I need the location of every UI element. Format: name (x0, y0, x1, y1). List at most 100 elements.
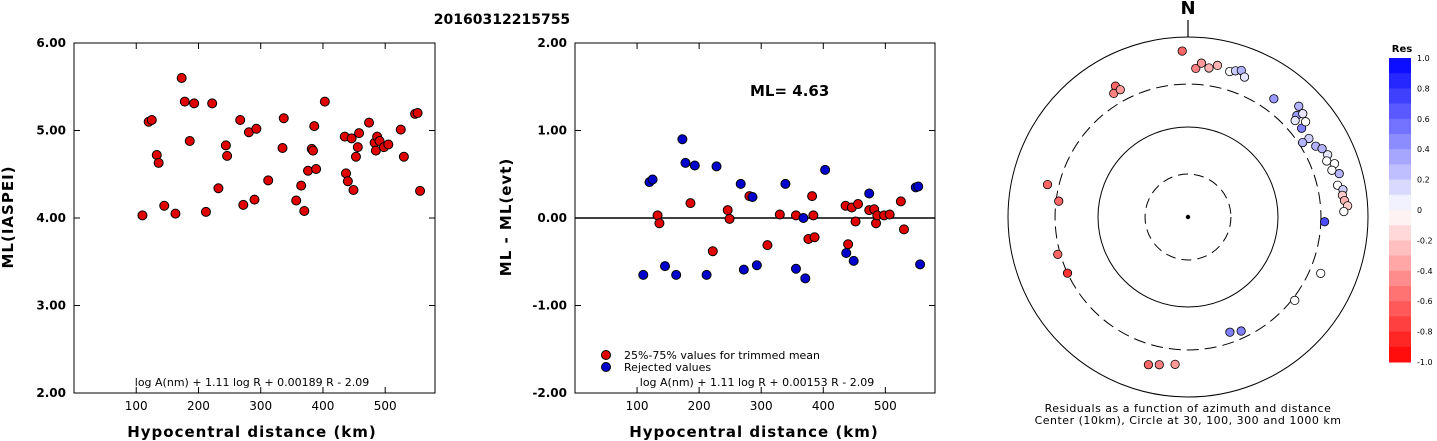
x-tick-label: 300 (750, 399, 773, 413)
x-tick-label: 200 (187, 399, 210, 413)
legend-accepted-marker (601, 350, 611, 360)
colorbar-segment (1389, 118, 1411, 135)
data-point (249, 194, 260, 205)
station-marker (1304, 133, 1314, 144)
data-point (370, 145, 381, 156)
colorbar-segment (1389, 179, 1411, 196)
colorbar-tick-label: 0 (1417, 206, 1422, 215)
station-marker (1300, 117, 1311, 127)
colorbar-segment (1389, 210, 1411, 226)
data-point (884, 209, 895, 220)
data-point (319, 96, 330, 107)
polar-caption-line-2: Center (10km), Circle at 30, 100, 300 an… (1035, 414, 1342, 427)
data-point (311, 164, 322, 174)
azimuth-residual-plot: N Residuals as a function of azimuth and… (1007, 0, 1433, 427)
station-marker (1294, 101, 1304, 111)
y-tick-label: 5.00 (36, 124, 66, 138)
ml-vs-distance-chart: log A(nm) + 1.11 log R + 0.00189 R - 2.0… (0, 36, 436, 441)
x-tick-label: 100 (626, 399, 649, 413)
data-point (412, 108, 423, 118)
ring-100km (1097, 126, 1279, 308)
colorbar-tick-label: 0.2 (1417, 176, 1430, 185)
data-point (251, 123, 262, 134)
station-marker (1196, 58, 1207, 68)
colorbar-segment (1389, 301, 1411, 317)
station-marker (1290, 295, 1300, 305)
data-point (807, 191, 818, 202)
station-marker (1054, 196, 1064, 206)
north-label: N (1180, 0, 1195, 19)
data-point (864, 188, 875, 199)
ring-1000km (1007, 36, 1369, 398)
data-point (685, 198, 696, 209)
data-point (915, 259, 926, 270)
colorbar-segment (1389, 103, 1411, 120)
colorbar-segment (1389, 164, 1411, 181)
station-marker (1290, 115, 1300, 126)
colorbar-title: Res (1392, 44, 1412, 55)
x-tick-label: 500 (874, 399, 897, 413)
station-marker (1239, 72, 1250, 82)
colorbar-tick-label: -0.4 (1417, 267, 1433, 276)
magnitude-formula: log A(nm) + 1.11 log R + 0.00189 R - 2.0… (135, 376, 369, 389)
residual-vs-distance-chart: ML= 4.63 25%-75% values for trimmed mean… (497, 36, 936, 441)
station-marker (1298, 137, 1308, 148)
colorbar-segment (1389, 240, 1411, 257)
station-marker (1115, 85, 1125, 95)
data-point (735, 178, 746, 189)
legend-rejected-label: Rejected values (624, 361, 711, 374)
data-point (751, 260, 762, 271)
data-point (671, 269, 682, 280)
station-marker (1322, 156, 1332, 166)
colorbar-segment (1389, 58, 1411, 74)
data-point (780, 178, 791, 189)
colorbar-segment (1389, 134, 1411, 150)
x-tick-label: 500 (374, 399, 397, 413)
data-point (722, 205, 733, 216)
data-point (308, 145, 319, 156)
y-tick-label: 1.00 (537, 124, 567, 138)
station-marker (1327, 165, 1337, 175)
x-axis-label: Hypocentral distance (km) (629, 423, 879, 441)
data-point (689, 160, 700, 171)
data-point (346, 133, 357, 144)
station-marker (1334, 169, 1344, 179)
data-point (364, 117, 375, 128)
data-point (159, 200, 170, 211)
colorbar-tick-label: -1.0 (1417, 358, 1433, 367)
data-point (342, 176, 353, 187)
data-point (222, 150, 233, 161)
station-marker (1143, 360, 1154, 370)
station-marker (1236, 326, 1246, 336)
y-tick-label: 3.00 (36, 299, 66, 313)
data-point (820, 164, 831, 175)
data-point (898, 224, 909, 235)
station-marker (1339, 206, 1349, 217)
data-point (660, 261, 670, 272)
station-marker (1191, 63, 1201, 74)
data-point (711, 161, 722, 172)
colorbar-segment (1389, 346, 1411, 363)
data-point (707, 246, 718, 257)
station-marker (1269, 94, 1279, 104)
colorbar-segment (1389, 316, 1411, 333)
data-point (848, 255, 859, 266)
data-point (724, 213, 735, 224)
station-marker (1154, 360, 1164, 370)
station-marker (1204, 63, 1214, 73)
data-point (176, 73, 187, 83)
data-point (790, 263, 801, 274)
data-point (895, 196, 906, 207)
data-point (654, 218, 665, 229)
plot-frame (73, 42, 436, 394)
data-point (809, 232, 820, 243)
data-point (647, 174, 658, 185)
x-tick-label: 400 (312, 399, 335, 413)
colorbar-segment (1389, 149, 1411, 165)
data-point (843, 239, 854, 250)
station-marker (1319, 217, 1330, 227)
data-point (808, 210, 819, 221)
data-point (238, 199, 249, 210)
data-point (278, 113, 289, 124)
data-point (207, 98, 218, 109)
